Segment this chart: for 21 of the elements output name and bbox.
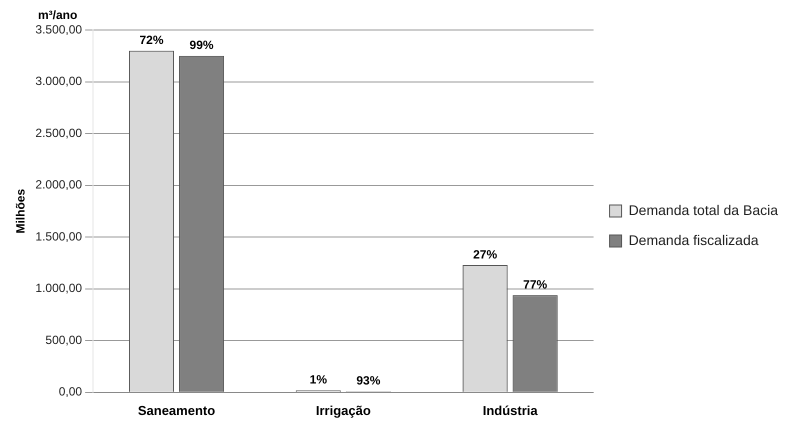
- x-tick-label: Saneamento: [138, 402, 216, 418]
- annotation: 72%: [139, 33, 164, 48]
- legend-label: Demanda total da Bacia: [628, 202, 778, 218]
- y-tick-label: 3.500,00: [35, 22, 82, 36]
- x-tick-label: Irrigação: [316, 402, 371, 418]
- text: m³/ano: [38, 8, 78, 22]
- y-axis-title: Milhões: [14, 188, 28, 234]
- y-tick-label: 3.000,00: [35, 74, 82, 88]
- x-tick-label: Indústria: [482, 402, 538, 418]
- y-tick-label: 2.000,00: [35, 178, 82, 192]
- legend-label: Demanda fiscalizada: [628, 232, 759, 248]
- y-tick-label: 0,00: [58, 384, 82, 399]
- y-tick-label: 1.000,00: [35, 281, 82, 296]
- annotation: 93%: [356, 374, 381, 388]
- y-tick-label: 2.500,00: [35, 126, 82, 140]
- y-tick-label: 500,00: [45, 332, 82, 347]
- annotation: 99%: [190, 38, 214, 52]
- annotation: 1%: [310, 372, 328, 387]
- annotation: 27%: [473, 247, 498, 262]
- annotation: 77%: [523, 277, 548, 292]
- y-tick-label: 1.500,00: [35, 229, 82, 244]
